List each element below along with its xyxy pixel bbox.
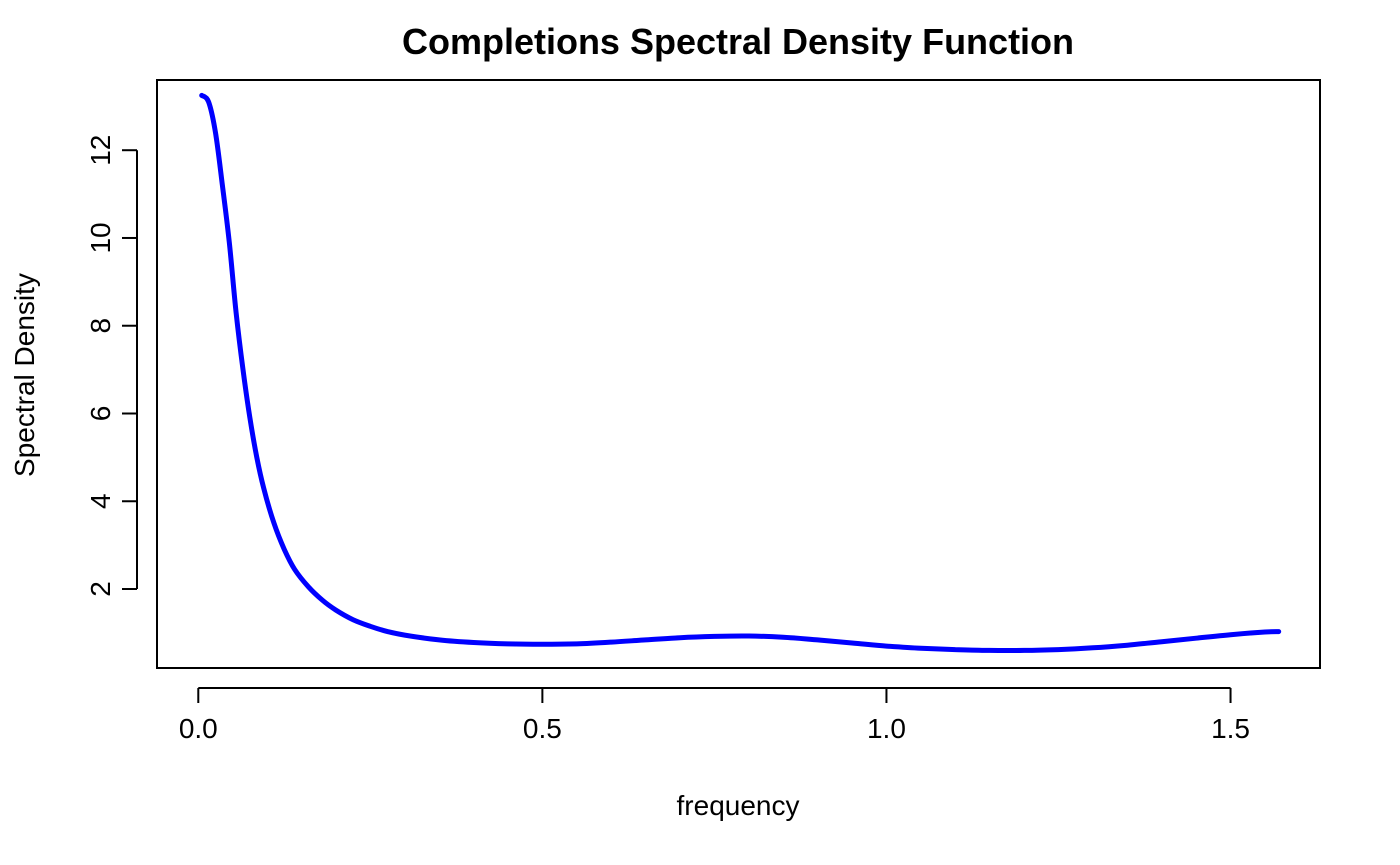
y-tick-label: 4 — [85, 493, 116, 509]
y-axis: 2 4 6 8 10 12 — [85, 135, 138, 597]
x-tick-label: 1.0 — [867, 713, 906, 744]
series-line-0 — [199, 92, 1282, 654]
x-tick-label: 0.0 — [179, 713, 218, 744]
x-axis-label: frequency — [677, 790, 800, 821]
y-tick-label: 6 — [85, 406, 116, 422]
series-layer — [199, 92, 1282, 654]
y-tick-label: 8 — [85, 318, 116, 334]
plot-frame — [156, 79, 1321, 669]
y-tick-label: 10 — [85, 222, 116, 253]
x-tick-label: 0.5 — [523, 713, 562, 744]
y-tick-label: 2 — [85, 581, 116, 597]
y-axis-label: Spectral Density — [9, 273, 40, 477]
x-tick-label: 1.5 — [1211, 713, 1250, 744]
y-tick-label: 12 — [85, 135, 116, 166]
chart-title: Completions Spectral Density Function — [402, 21, 1074, 62]
x-axis: 0.0 0.5 1.0 1.5 — [179, 687, 1250, 744]
